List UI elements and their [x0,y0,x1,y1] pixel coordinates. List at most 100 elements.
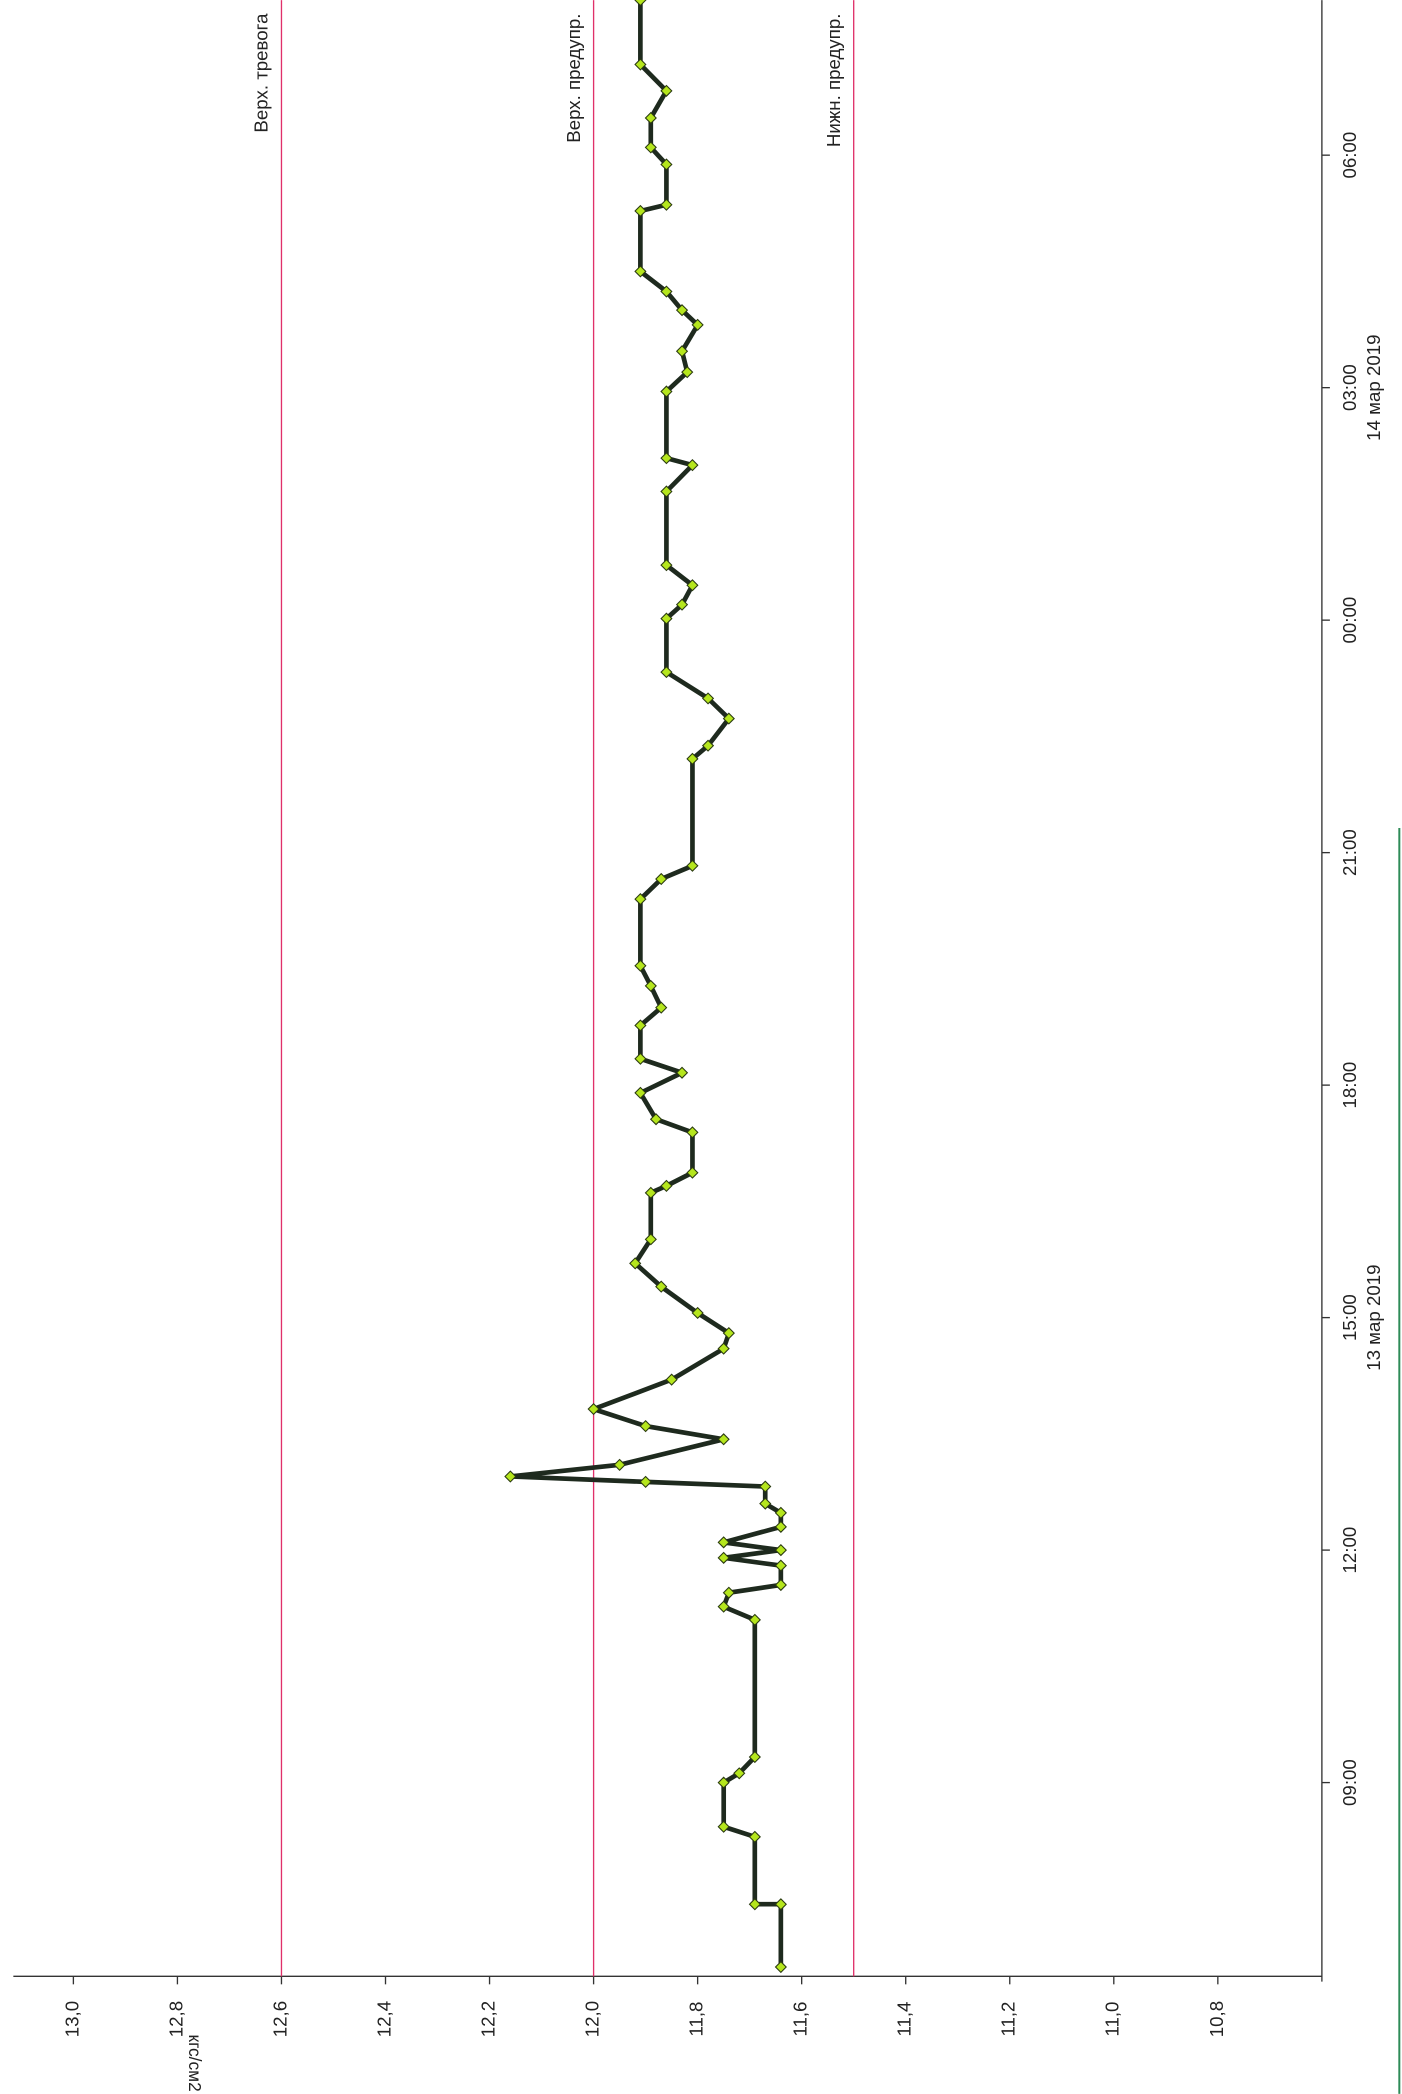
data-point [774,1544,787,1557]
data-point [722,712,735,725]
data-point [660,1179,673,1192]
data-point [686,1166,699,1179]
data-point [587,1402,600,1416]
data-point [634,204,647,218]
data-point [717,1600,730,1613]
x-tick-label: 00:00 [1339,597,1360,644]
data-point [649,1113,663,1126]
data-point [634,265,647,278]
y-tick-label: 12,4 [373,2001,394,2037]
data-point [748,1613,761,1626]
data-point [644,979,657,993]
data-point [686,1126,699,1139]
data-point [686,859,699,872]
data-point [748,1830,761,1843]
data-point [701,692,715,705]
data-point [629,1257,642,1270]
data-point [748,1898,761,1911]
data-point [774,1520,787,1533]
y-tick-label: 11,2 [998,2002,1019,2037]
data-point [774,1578,787,1592]
data-point [634,959,647,972]
data-point [639,1420,652,1433]
data-point [660,485,673,498]
data-point [774,1960,787,1974]
y-tick-label: 12,8 [165,2001,186,2037]
threshold-label: Нижн. предупр. [823,14,844,148]
data-point [504,1470,517,1483]
date-label: 13 мар 2019 [1363,1264,1384,1370]
data-point [774,1898,787,1911]
data-point [660,559,673,572]
data-point [748,1750,761,1764]
y-tick-label: 11,8 [686,2002,707,2037]
y-tick-label: 12,6 [269,2001,290,2037]
x-tick-label: 03:00 [1339,364,1360,411]
data-point [644,1186,657,1199]
data-point [717,1433,730,1446]
data-point [634,1019,647,1032]
data-point [691,318,704,331]
data-point [774,1559,787,1572]
data-point [660,158,673,171]
data-point [691,1306,704,1320]
data-point [686,579,699,592]
x-tick-label: 15:00 [1339,1294,1360,1341]
data-point [675,598,689,611]
data-point [634,1086,647,1099]
data-point [675,1066,689,1079]
data-point [759,1480,772,1493]
x-tick-label: 06:00 [1339,132,1360,179]
data-point [644,1233,657,1246]
y-tick-label: 12,2 [477,2001,498,2037]
x-tick-label: 09:00 [1339,1759,1360,1806]
x-tick-label: 18:00 [1339,1062,1360,1109]
y-tick-label: 11,4 [894,2002,915,2037]
data-point [634,893,647,906]
x-tick-label: 21:00 [1339,829,1360,876]
data-point [655,1280,668,1293]
data-point [675,304,689,317]
data-point [686,752,699,765]
y-tick-label: 11,6 [790,2002,811,2037]
x-tick-label: 12:00 [1339,1527,1360,1574]
y-tick-label: 10,8 [1206,2001,1227,2037]
data-point [613,1458,626,1471]
data-point [759,1497,772,1510]
y-tick-label: 12,0 [582,2001,603,2037]
data-point [717,1342,730,1355]
data-point [686,459,699,472]
data-point [774,1506,787,1519]
data-point [701,739,715,752]
data-point [655,872,668,886]
threshold-label: Верх. тревога [251,13,272,133]
data-point [660,452,673,465]
data-point [644,141,657,154]
data-point [733,1767,746,1780]
data-point [722,1327,735,1340]
y-tick-label: 13,0 [61,2001,82,2037]
data-point [660,198,673,211]
data-point [660,84,673,97]
data-point [665,1373,678,1386]
data-point [639,1475,652,1488]
data-point [660,285,673,298]
data-point [660,385,673,398]
data-point [634,58,647,71]
data-point [655,1001,668,1014]
y-axis-label: кгс/см2 [185,2034,205,2091]
data-point [675,345,689,358]
data-point [644,111,657,125]
data-point [681,366,694,379]
data-point [717,1820,730,1833]
data-point [634,1052,647,1065]
data-point [634,0,647,7]
threshold-label: Верх. предупр. [563,14,584,143]
data-point [717,1536,730,1549]
data-point [717,1551,730,1564]
data-point [722,1586,735,1599]
data-point [717,1776,730,1789]
data-point [660,665,673,679]
